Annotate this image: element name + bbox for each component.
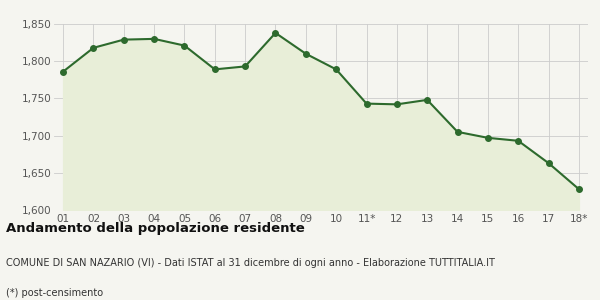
Text: (*) post-censimento: (*) post-censimento [6, 288, 103, 298]
Text: Andamento della popolazione residente: Andamento della popolazione residente [6, 222, 305, 235]
Text: COMUNE DI SAN NAZARIO (VI) - Dati ISTAT al 31 dicembre di ogni anno - Elaborazio: COMUNE DI SAN NAZARIO (VI) - Dati ISTAT … [6, 258, 495, 268]
